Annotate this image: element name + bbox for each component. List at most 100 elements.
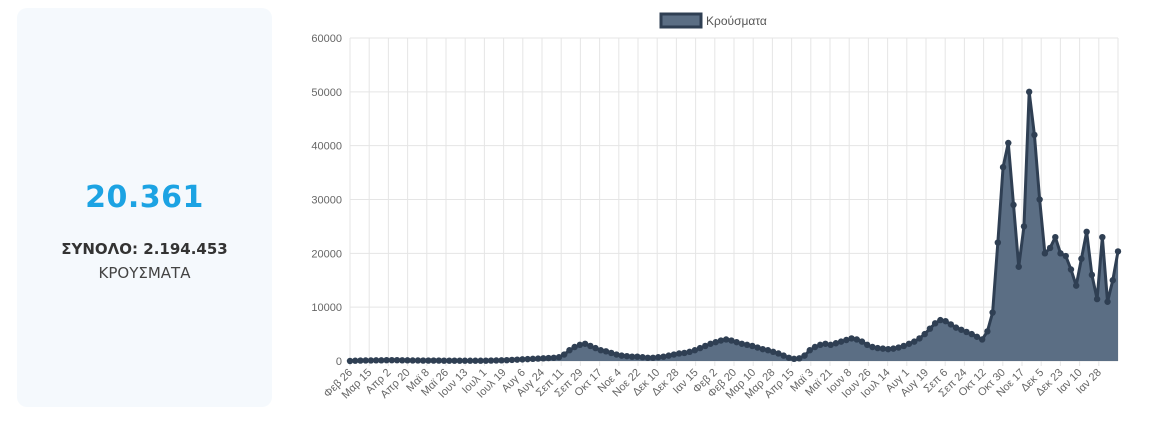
data-point[interactable]: [1031, 131, 1038, 139]
data-point[interactable]: [675, 350, 683, 357]
data-point[interactable]: [414, 357, 422, 364]
data-point[interactable]: [555, 354, 563, 361]
data-point[interactable]: [942, 317, 949, 325]
data-point[interactable]: [1088, 271, 1096, 279]
data-point[interactable]: [884, 345, 892, 353]
data-point[interactable]: [649, 354, 657, 361]
data-point[interactable]: [905, 340, 913, 347]
data-point[interactable]: [529, 355, 537, 363]
data-point[interactable]: [372, 357, 380, 364]
data-point[interactable]: [822, 340, 829, 347]
data-point[interactable]: [837, 338, 845, 345]
data-point[interactable]: [383, 356, 390, 364]
data-point[interactable]: [618, 352, 625, 359]
data-point[interactable]: [733, 338, 740, 346]
data-point[interactable]: [832, 340, 840, 347]
data-point[interactable]: [1083, 228, 1090, 235]
data-point[interactable]: [597, 347, 604, 354]
data-point[interactable]: [472, 357, 479, 364]
data-point[interactable]: [780, 352, 787, 359]
data-point[interactable]: [958, 326, 965, 333]
data-point[interactable]: [498, 357, 505, 364]
data-point[interactable]: [874, 344, 881, 352]
data-point[interactable]: [513, 356, 521, 363]
data-point[interactable]: [540, 355, 547, 362]
data-point[interactable]: [1010, 201, 1017, 209]
data-point[interactable]: [769, 348, 777, 356]
data-point[interactable]: [775, 350, 782, 357]
data-point[interactable]: [717, 337, 725, 344]
data-point[interactable]: [931, 320, 939, 327]
data-point[interactable]: [989, 309, 996, 316]
data-point[interactable]: [827, 341, 834, 349]
data-point[interactable]: [566, 347, 573, 354]
data-point[interactable]: [655, 354, 662, 361]
data-point[interactable]: [1057, 250, 1064, 257]
data-point[interactable]: [937, 316, 944, 324]
data-point[interactable]: [519, 356, 526, 363]
data-point[interactable]: [806, 347, 813, 354]
data-point[interactable]: [430, 357, 437, 364]
data-point[interactable]: [743, 341, 751, 349]
data-point[interactable]: [670, 351, 678, 358]
data-point[interactable]: [853, 336, 860, 343]
data-point[interactable]: [1015, 263, 1022, 270]
data-point[interactable]: [466, 357, 474, 364]
data-point[interactable]: [712, 338, 719, 346]
data-point[interactable]: [399, 357, 406, 364]
data-point[interactable]: [926, 325, 934, 332]
data-point[interactable]: [984, 328, 991, 335]
data-point[interactable]: [702, 342, 709, 350]
data-point[interactable]: [534, 355, 542, 362]
data-point[interactable]: [1041, 250, 1049, 257]
data-point[interactable]: [864, 341, 871, 349]
data-point[interactable]: [409, 357, 416, 364]
data-point[interactable]: [738, 340, 746, 347]
data-point[interactable]: [911, 338, 918, 345]
data-point[interactable]: [796, 355, 803, 362]
data-point[interactable]: [707, 340, 714, 347]
data-point[interactable]: [378, 357, 385, 364]
data-point[interactable]: [1093, 295, 1101, 303]
data-point[interactable]: [602, 348, 610, 355]
data-point[interactable]: [900, 342, 907, 350]
data-point[interactable]: [587, 342, 594, 350]
data-point[interactable]: [576, 341, 584, 349]
data-point[interactable]: [1073, 282, 1080, 289]
data-point[interactable]: [1104, 298, 1111, 305]
data-point[interactable]: [785, 354, 793, 361]
data-point[interactable]: [388, 356, 395, 364]
data-point[interactable]: [759, 345, 766, 353]
data-point[interactable]: [1025, 88, 1033, 96]
data-point[interactable]: [754, 344, 761, 351]
data-point[interactable]: [362, 357, 369, 364]
data-point[interactable]: [999, 164, 1007, 171]
data-point[interactable]: [921, 330, 928, 338]
data-point[interactable]: [764, 347, 772, 354]
data-point[interactable]: [952, 324, 960, 331]
data-point[interactable]: [451, 357, 458, 364]
data-point[interactable]: [456, 357, 463, 364]
data-point[interactable]: [367, 357, 375, 364]
data-point[interactable]: [1114, 248, 1122, 255]
data-point[interactable]: [493, 357, 500, 364]
data-point[interactable]: [571, 343, 578, 351]
data-point[interactable]: [722, 336, 730, 343]
data-point[interactable]: [550, 354, 557, 361]
data-point[interactable]: [681, 349, 688, 357]
chart-legend[interactable]: Κρούσματα: [659, 12, 767, 29]
data-point[interactable]: [357, 357, 364, 364]
data-point[interactable]: [728, 337, 735, 344]
data-point[interactable]: [404, 357, 411, 364]
data-point[interactable]: [879, 345, 887, 352]
data-point[interactable]: [749, 342, 756, 350]
data-point[interactable]: [419, 357, 427, 364]
data-point[interactable]: [1062, 252, 1069, 260]
data-point[interactable]: [994, 239, 1002, 246]
data-point[interactable]: [487, 357, 495, 364]
data-point[interactable]: [1052, 233, 1059, 241]
data-point[interactable]: [644, 354, 651, 361]
data-point[interactable]: [435, 357, 443, 364]
data-point[interactable]: [691, 347, 699, 354]
data-point[interactable]: [978, 336, 986, 343]
